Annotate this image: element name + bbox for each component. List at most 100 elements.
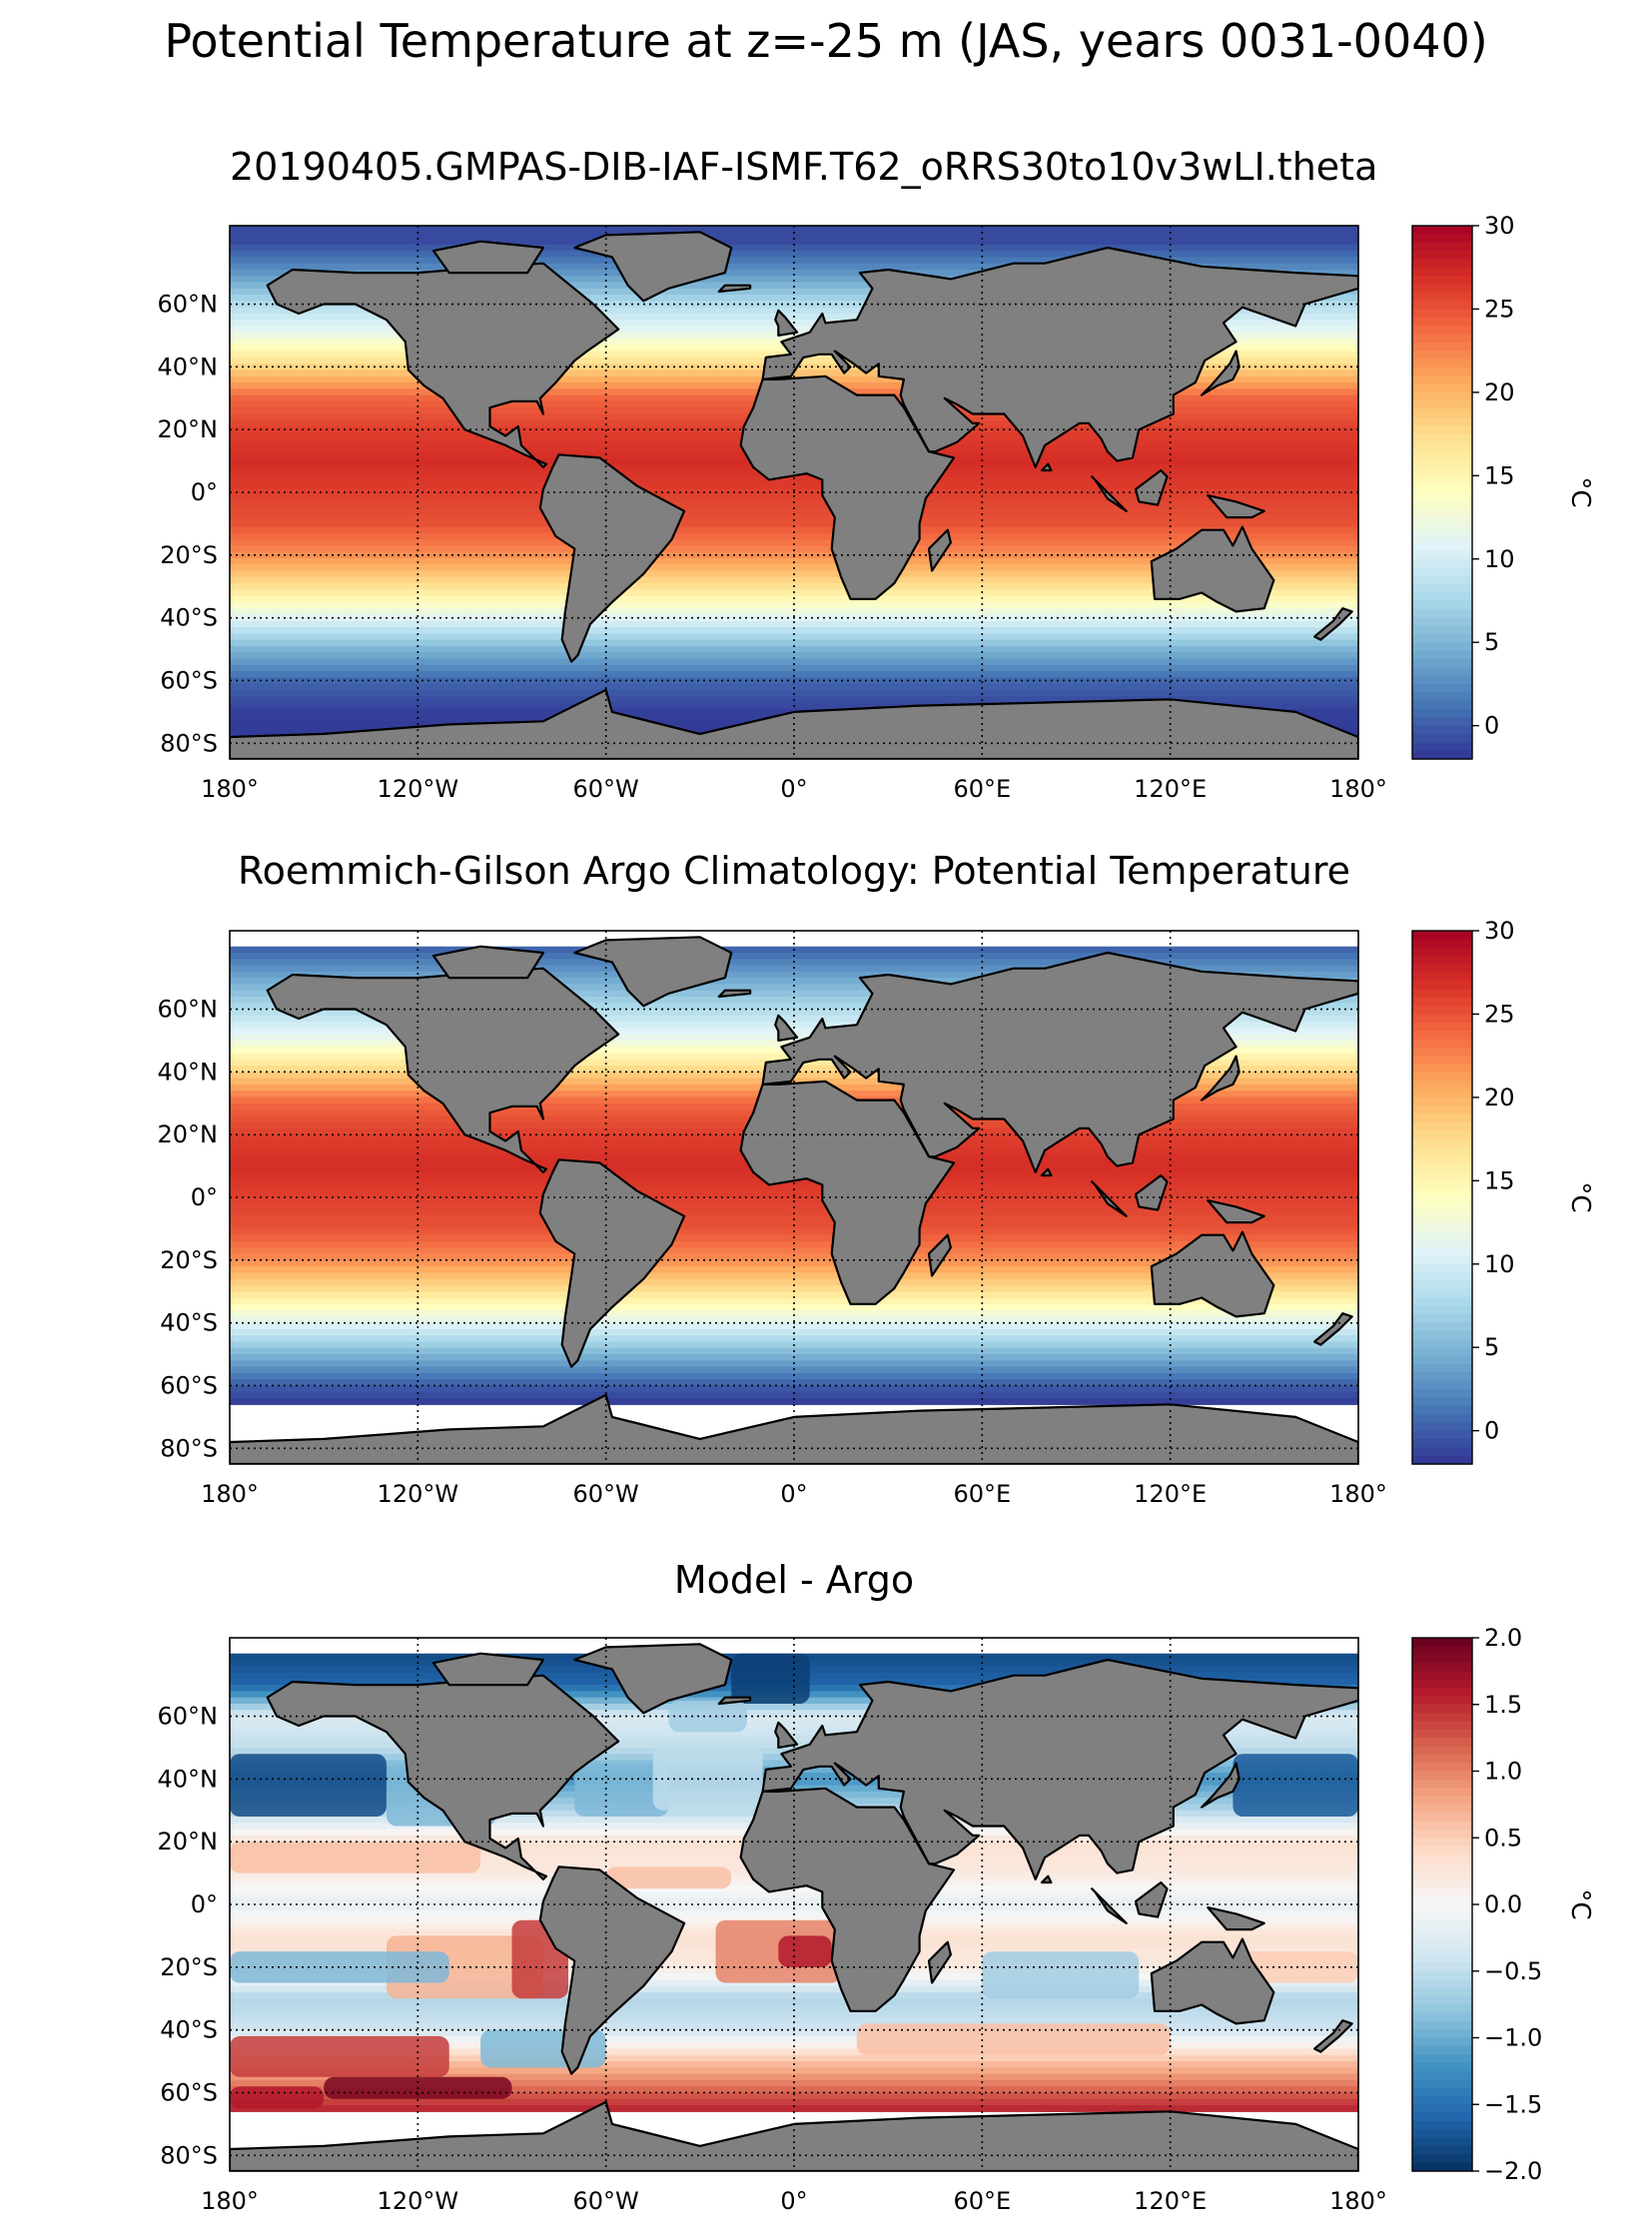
- anomaly-patch: [731, 1653, 810, 1704]
- y-tick-label: 20°S: [160, 1246, 218, 1274]
- colorbar-segment: [1412, 956, 1472, 965]
- colorbar-segment: [1412, 633, 1472, 643]
- colorbar-segment: [1412, 1146, 1472, 1156]
- lat-band: [230, 513, 1358, 521]
- colorbar-segment: [1412, 947, 1472, 957]
- colorbar-segment: [1412, 550, 1472, 560]
- y-tick-label: 40°S: [160, 2016, 218, 2044]
- lat-band: [230, 2073, 1358, 2081]
- colorbar-segment: [1412, 650, 1472, 660]
- lat-band: [230, 1891, 1358, 1899]
- colorbar-label: °C: [1565, 1181, 1595, 1212]
- lat-band: [230, 1379, 1358, 1387]
- land-mass: [1091, 1887, 1128, 1924]
- colorbar-segment: [1412, 458, 1472, 468]
- colorbar-segment: [1412, 692, 1472, 702]
- anomaly-patch: [652, 1747, 763, 1811]
- colorbar-segment: [1412, 2137, 1472, 2147]
- colorbar-segment: [1412, 1388, 1472, 1398]
- colorbar-segment: [1412, 234, 1472, 244]
- lat-band: [230, 539, 1358, 546]
- lat-band: [230, 1398, 1358, 1405]
- panel-title-model: 20190405.GMPAS-DIB-IAF-ISMF.T62_oRRS30to…: [230, 145, 1378, 189]
- colorbar-tick-label: 0: [1484, 1417, 1499, 1445]
- colorbar-segment: [1412, 1380, 1472, 1390]
- anomaly-patch: [574, 1763, 669, 1818]
- lat-band: [230, 238, 1358, 246]
- lat-band: [230, 1003, 1358, 1011]
- colorbar-segment: [1412, 1663, 1472, 1672]
- colorbar-segment: [1412, 608, 1472, 618]
- land-mass: [573, 231, 733, 303]
- land-mass: [774, 1721, 799, 1750]
- colorbar-segment: [1412, 1047, 1472, 1057]
- colorbar-tick-label: 25: [1484, 295, 1515, 323]
- land-mass: [538, 1865, 686, 2075]
- colorbar-segment: [1412, 359, 1472, 369]
- x-tick-label: 180°: [201, 775, 259, 803]
- x-tick-label: 180°: [1329, 2187, 1387, 2215]
- land-mass: [1207, 494, 1265, 519]
- panel-title-argo: Roemmich-Gilson Argo Climatology: Potent…: [237, 849, 1351, 893]
- colorbar-segment: [1412, 1330, 1472, 1340]
- colorbar-segment: [1412, 1081, 1472, 1091]
- colorbar-segment: [1412, 592, 1472, 602]
- colorbar-segment: [1412, 1854, 1472, 1863]
- panel-diff: 180° 120°W 60°W 0° 60°E 120°E 180° 60°N 40°N 20°N…: [158, 1624, 1596, 2215]
- x-tick-label: 120°W: [378, 775, 459, 803]
- colorbar-segment: [1412, 1163, 1472, 1173]
- lat-band: [230, 1253, 1358, 1261]
- land-mass: [717, 989, 752, 999]
- colorbar-segment: [1412, 1031, 1472, 1041]
- anomaly-patch: [1233, 1951, 1358, 1983]
- lat-band: [230, 1998, 1358, 2006]
- colorbar-segment: [1412, 1870, 1472, 1880]
- y-tick-label: 60°S: [160, 2078, 218, 2106]
- colorbar-segment: [1412, 2004, 1472, 2014]
- land-mass: [1312, 1312, 1353, 1346]
- anomaly-patch: [230, 2035, 449, 2077]
- colorbar-segment: [1412, 997, 1472, 1007]
- colorbar-segment: [1412, 567, 1472, 577]
- colorbar-segment: [1412, 508, 1472, 518]
- lat-band: [230, 652, 1358, 660]
- colorbar-segment: [1412, 483, 1472, 493]
- anomaly-patch: [778, 1935, 832, 1967]
- colorbar-tick-label: 20: [1484, 1084, 1515, 1112]
- lat-band: [230, 1722, 1358, 1730]
- colorbar-segment: [1412, 1904, 1472, 1913]
- land-mass: [927, 1233, 953, 1277]
- colorbar-tick-label: −1.0: [1484, 2024, 1542, 2052]
- lat-band: [230, 996, 1358, 1004]
- colorbar-segment: [1412, 1089, 1472, 1099]
- lat-band: [230, 482, 1358, 490]
- x-tick-label: 60°E: [953, 775, 1011, 803]
- lat-band: [230, 601, 1358, 609]
- lat-band: [230, 1278, 1358, 1286]
- lat-band: [230, 1259, 1358, 1267]
- land-mass: [927, 528, 953, 572]
- plot-frame: [229, 225, 1359, 760]
- x-tick-label: 0°: [780, 775, 807, 803]
- y-tick-label: 40°N: [158, 1765, 219, 1793]
- colorbar-segment: [1412, 1829, 1472, 1839]
- land-mass: [1040, 462, 1053, 472]
- colorbar-segment: [1412, 2162, 1472, 2172]
- x-tick-label: 0°: [780, 2187, 807, 2215]
- colorbar-segment: [1412, 475, 1472, 485]
- land-mass: [761, 951, 1358, 1174]
- colorbar-segment: [1412, 1721, 1472, 1731]
- colorbar-segment: [1412, 301, 1472, 311]
- lat-band: [230, 2098, 1358, 2106]
- land-mass: [1312, 607, 1353, 641]
- colorbar-segment: [1412, 1313, 1472, 1323]
- colorbar-segment: [1412, 1937, 1472, 1947]
- colorbar-tick-label: 2.0: [1484, 1624, 1522, 1652]
- colorbar-segment: [1412, 2154, 1472, 2164]
- colorbar-segment: [1412, 1846, 1472, 1856]
- colorbar-segment: [1412, 939, 1472, 949]
- colorbar-segment: [1412, 2120, 1472, 2130]
- plot-frame: [229, 930, 1359, 1465]
- colorbar-segment: [1412, 1072, 1472, 1082]
- colorbar-segment: [1412, 1422, 1472, 1432]
